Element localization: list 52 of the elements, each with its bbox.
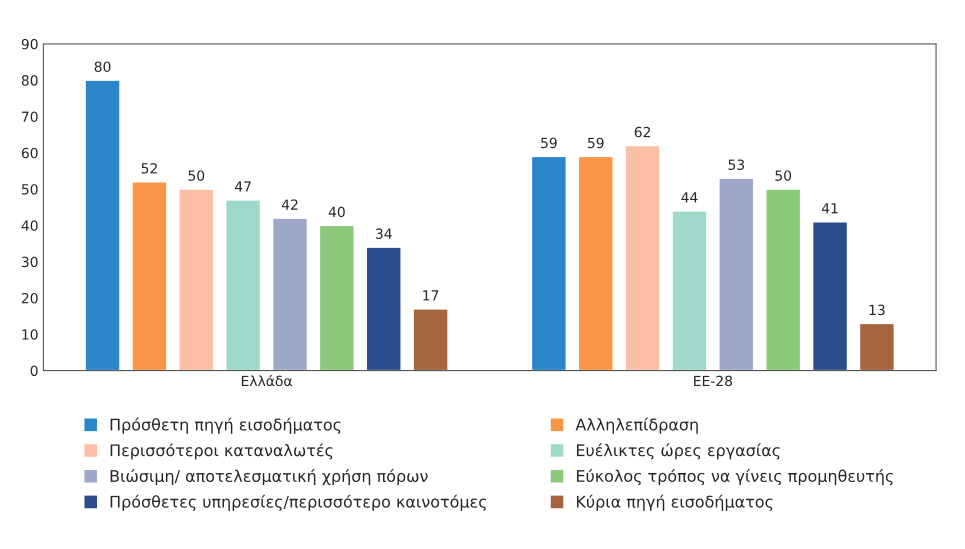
y-tick-label: 70 [22, 111, 38, 122]
y-tick-label: 60 [22, 148, 38, 158]
bar [131, 181, 168, 371]
bar [671, 210, 708, 371]
y-tick-label: 30 [22, 256, 38, 268]
y-tick-label: 10 [22, 329, 38, 340]
data-label: 44 [681, 192, 698, 202]
data-label: 50 [775, 170, 792, 181]
legend-label: Ευέλικτες ώρες εργασίας [576, 443, 780, 460]
data-label: 13 [870, 304, 885, 316]
legend-label: Περισσότεροι καταναλωτές [110, 443, 332, 460]
bar [578, 156, 614, 371]
bar [366, 246, 402, 371]
y-tick-label: 0 [30, 366, 38, 376]
bar [858, 322, 896, 371]
bar [318, 224, 355, 371]
y-tick-label: 90 [22, 38, 38, 50]
legend-label: Πρόσθετη πηγή εισοδήματος [110, 418, 340, 434]
legend-label: Κύρια πηγή εισοδήματος [576, 494, 772, 511]
data-label: 50 [188, 170, 204, 181]
bar [412, 308, 449, 371]
legend-label: Πρόσθετες υπηρεσίες/περισσότερο καινοτόμες [110, 494, 486, 511]
bar [624, 144, 661, 371]
data-label: 59 [588, 138, 604, 148]
data-label: 17 [423, 290, 438, 300]
y-tick-label: 80 [22, 75, 38, 86]
bar [178, 188, 214, 371]
bar [272, 217, 308, 371]
data-label: 34 [376, 228, 392, 239]
x-tick-label: ΕΕ-28 [694, 376, 732, 386]
data-label: 47 [234, 181, 251, 192]
data-label: 62 [634, 126, 650, 138]
bar [84, 80, 121, 371]
y-tick-label: 50 [22, 184, 38, 195]
bar [718, 178, 754, 371]
data-label: 42 [282, 199, 298, 210]
data-label: 40 [328, 206, 345, 218]
x-tick-label: Ελλάδα [242, 374, 292, 386]
data-label: 80 [94, 61, 110, 72]
data-label: 41 [822, 203, 838, 214]
data-label: 59 [541, 138, 557, 148]
data-label: 52 [142, 163, 157, 174]
legend-label: Εύκολος τρόπος να γίνεις προμηθευτής [576, 469, 893, 486]
bar [530, 156, 567, 371]
legend-label: Βιώσιμη/ αποτελεσματική χρήση πόρων [110, 469, 428, 486]
bar [225, 199, 262, 371]
y-tick-label: 40 [22, 220, 38, 231]
legend-label: Αλληλεπίδραση [576, 418, 698, 434]
y-tick-label: 20 [22, 292, 38, 304]
bar [812, 221, 848, 371]
data-label: 53 [728, 159, 744, 170]
bar [765, 188, 802, 371]
